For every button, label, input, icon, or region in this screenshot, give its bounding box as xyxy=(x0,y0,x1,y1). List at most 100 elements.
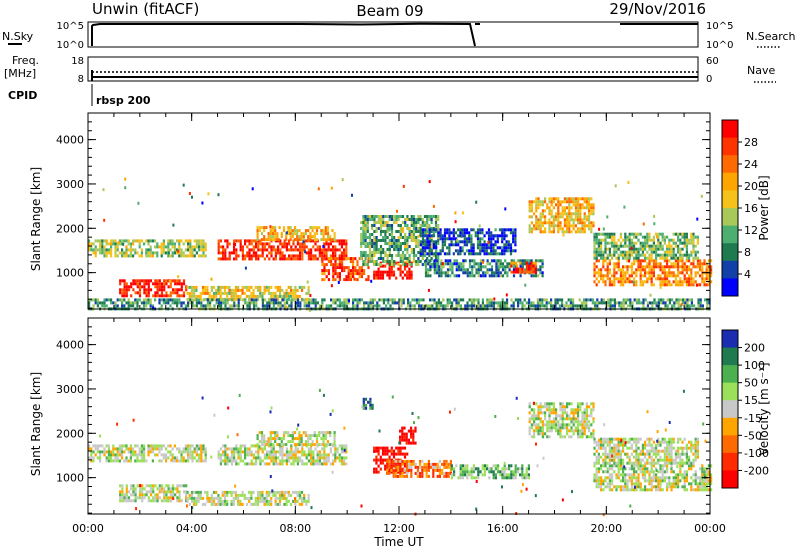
power-cell xyxy=(646,280,649,284)
power-cell xyxy=(690,262,693,266)
power-cell xyxy=(685,271,688,275)
power-cell xyxy=(696,265,699,269)
power-noise-cell xyxy=(649,293,652,297)
power-cell xyxy=(535,197,538,201)
power-cell xyxy=(107,248,110,252)
power-cell xyxy=(386,248,389,251)
power-cell xyxy=(393,215,396,218)
velocity-cell xyxy=(160,484,164,488)
power-cell xyxy=(384,236,387,239)
power-noise-cell xyxy=(251,187,254,191)
power-cell xyxy=(486,268,489,272)
power-cell xyxy=(613,253,616,257)
power-cell xyxy=(171,254,174,258)
power-cell xyxy=(246,239,249,243)
power-cell xyxy=(454,231,458,235)
power-cell xyxy=(563,230,566,234)
power-cell xyxy=(327,304,330,308)
power-cell xyxy=(362,227,365,230)
power-cell xyxy=(509,228,513,232)
power-cell xyxy=(626,271,629,275)
power-cell xyxy=(652,274,655,278)
velocity-cell xyxy=(118,453,121,457)
power-cell xyxy=(408,270,411,274)
power-cell xyxy=(592,203,595,207)
power-cell xyxy=(190,285,194,289)
power-cell xyxy=(138,294,142,298)
power-cell xyxy=(696,250,699,254)
velocity-cell xyxy=(244,444,247,448)
power-region-8 xyxy=(419,228,517,256)
power-cell xyxy=(418,304,421,308)
velocity-cell xyxy=(272,453,275,457)
power-cell xyxy=(323,251,326,255)
power-cell xyxy=(419,249,422,253)
power-cell xyxy=(187,242,190,246)
power-cell xyxy=(539,200,542,204)
velocity-cell xyxy=(198,447,201,451)
power-cell xyxy=(226,298,229,302)
power-cell xyxy=(572,298,575,302)
power-cell xyxy=(544,230,547,234)
power-cell xyxy=(697,298,700,302)
power-cell xyxy=(345,275,348,279)
power-cell xyxy=(415,236,418,239)
power-cell xyxy=(103,245,106,249)
velocity-cell xyxy=(222,453,225,457)
power-cell xyxy=(468,259,472,263)
power-cell xyxy=(352,301,355,305)
power-cell xyxy=(334,254,337,258)
power-cell xyxy=(535,206,538,210)
power-cell xyxy=(437,254,440,257)
velocity-cell xyxy=(118,444,121,448)
power-cell xyxy=(521,265,524,269)
power-cell xyxy=(652,259,655,263)
power-cell xyxy=(699,268,702,272)
power-cell xyxy=(512,304,515,308)
power-cell xyxy=(692,235,695,239)
power-cell xyxy=(421,254,424,257)
power-cell xyxy=(461,240,464,244)
power-cell xyxy=(539,230,542,234)
velocity-cell xyxy=(228,447,231,451)
power-cell xyxy=(615,271,618,275)
velocity-cell xyxy=(112,447,115,451)
power-cell xyxy=(576,304,579,308)
velocity-cell xyxy=(92,444,95,448)
power-cell xyxy=(241,248,244,252)
velocity-cell xyxy=(119,493,122,497)
power-cell xyxy=(428,237,431,241)
power-cell xyxy=(368,242,372,245)
velocity-cell xyxy=(152,484,155,488)
power-noise-cell xyxy=(177,275,180,279)
velocity-cell xyxy=(292,450,295,454)
velocity-cell xyxy=(127,450,130,454)
velocity-cell xyxy=(307,434,310,438)
power-cell xyxy=(401,236,405,239)
power-cell xyxy=(509,243,513,247)
power-cell xyxy=(404,233,407,236)
power-cell xyxy=(572,224,575,228)
power-cell xyxy=(297,301,300,305)
power-cell xyxy=(368,257,372,260)
power-cell xyxy=(677,238,680,242)
power-cell xyxy=(541,274,544,278)
power-cell xyxy=(450,243,453,247)
velocity-cell xyxy=(171,459,174,463)
power-cell xyxy=(259,285,262,289)
power-cell xyxy=(448,243,451,247)
power-cell xyxy=(568,206,571,210)
velocity-cell xyxy=(256,490,260,494)
power-cell xyxy=(668,280,671,284)
power-cell xyxy=(628,232,631,236)
power-cell xyxy=(371,218,374,221)
power-cell xyxy=(606,262,609,266)
power-cell xyxy=(528,224,531,228)
velocity-cell xyxy=(266,456,269,460)
velocity-cell xyxy=(121,496,124,500)
power-cell xyxy=(537,224,540,228)
power-cell xyxy=(298,235,301,239)
power-cell xyxy=(521,270,524,274)
power-cell xyxy=(343,301,346,305)
power-cell xyxy=(672,253,675,257)
